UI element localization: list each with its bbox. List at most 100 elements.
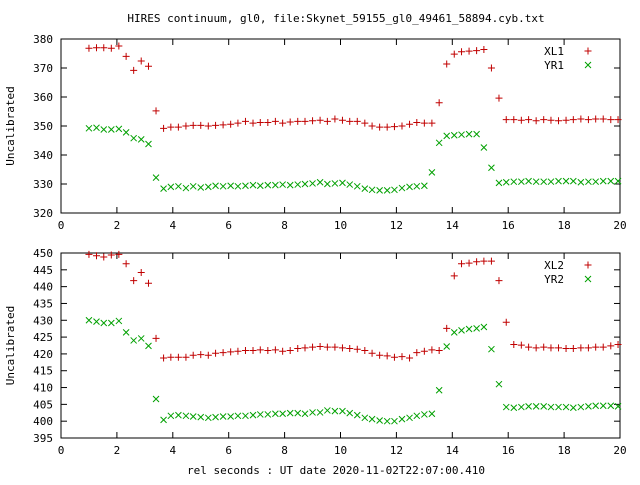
data-point (212, 413, 219, 421)
data-point (487, 64, 495, 72)
data-point (569, 404, 577, 412)
x-tick-label: 16 (502, 444, 515, 457)
data-point (458, 131, 465, 139)
data-point (324, 180, 331, 188)
data-point (547, 178, 555, 186)
legend-marker (584, 47, 592, 55)
x-tick-label: 20 (613, 219, 626, 232)
data-point (614, 116, 622, 124)
data-point (249, 347, 257, 355)
y-tick-label: 350 (33, 120, 53, 133)
data-point (309, 409, 316, 416)
data-point (256, 411, 264, 418)
data-point (443, 324, 451, 332)
data-point (316, 116, 324, 124)
y-tick-label: 370 (33, 62, 53, 75)
data-point (279, 410, 286, 418)
data-point (122, 52, 130, 60)
data-point (249, 181, 257, 189)
data-point (219, 349, 227, 357)
data-point (502, 403, 510, 411)
y-tick-label: 395 (33, 432, 53, 445)
data-point (495, 380, 503, 388)
data-point (376, 351, 384, 359)
data-point (368, 349, 376, 357)
data-point (256, 346, 264, 354)
data-point (450, 50, 458, 58)
data-point (137, 335, 145, 342)
data-point (353, 411, 361, 419)
data-point (197, 184, 205, 191)
legend-marker (584, 275, 592, 283)
data-point (517, 403, 525, 411)
data-point (249, 119, 257, 127)
data-point (450, 272, 458, 280)
data-point (174, 353, 182, 361)
data-point (242, 412, 249, 420)
x-tick-label: 2 (114, 219, 121, 232)
data-point (271, 117, 279, 125)
data-point (383, 417, 391, 425)
data-point (167, 412, 175, 420)
data-point (398, 353, 406, 361)
data-point (562, 345, 570, 353)
x-tick-label: 16 (502, 219, 515, 232)
data-point (130, 277, 138, 285)
data-point (152, 334, 160, 342)
data-point (212, 121, 220, 129)
data-point (294, 117, 302, 125)
data-point (100, 253, 108, 261)
data-point (607, 402, 615, 410)
data-point (309, 180, 316, 187)
x-tick-label: 8 (281, 444, 288, 457)
data-point (592, 115, 600, 123)
data-point (562, 116, 570, 124)
y-tick-label: 320 (33, 207, 53, 220)
series-XL2 (85, 250, 622, 362)
data-point (480, 257, 488, 265)
data-point (234, 182, 242, 190)
chart-title: HIRES continuum, gl0, file:Skynet_59155_… (127, 12, 544, 25)
data-point (383, 352, 391, 360)
data-point (495, 94, 503, 102)
data-point (532, 403, 540, 410)
y-tick-label: 440 (33, 281, 53, 294)
data-point (264, 119, 272, 127)
data-point (301, 410, 309, 418)
data-point (152, 107, 160, 115)
data-point (599, 402, 607, 410)
data-point (435, 347, 443, 355)
data-point (175, 411, 182, 419)
data-point (160, 354, 168, 362)
data-point (383, 123, 391, 131)
data-point (376, 187, 383, 194)
data-point (339, 179, 346, 187)
legend-label: XL1 (544, 45, 564, 58)
data-point (525, 403, 532, 410)
data-point (547, 116, 555, 124)
data-point (234, 347, 242, 355)
x-tick-label: 2 (114, 444, 121, 457)
data-point (130, 337, 138, 344)
data-point (353, 117, 361, 125)
y-tick-label: 425 (33, 331, 53, 344)
data-point (592, 343, 600, 351)
data-point (428, 169, 436, 176)
data-point (390, 353, 398, 361)
data-point (241, 347, 249, 355)
data-point (346, 117, 354, 125)
data-point (510, 116, 518, 124)
data-point (122, 129, 130, 136)
x-tick-label: 10 (334, 444, 347, 457)
y-tick-label: 450 (33, 247, 53, 260)
data-point (107, 251, 115, 259)
x-tick-label: 6 (225, 219, 232, 232)
data-point (398, 122, 406, 130)
data-point (428, 346, 436, 354)
x-tick-label: 18 (557, 444, 570, 457)
data-point (271, 346, 279, 354)
data-point (324, 407, 331, 414)
data-point (435, 139, 443, 147)
data-point (577, 115, 585, 123)
data-point (487, 257, 495, 265)
